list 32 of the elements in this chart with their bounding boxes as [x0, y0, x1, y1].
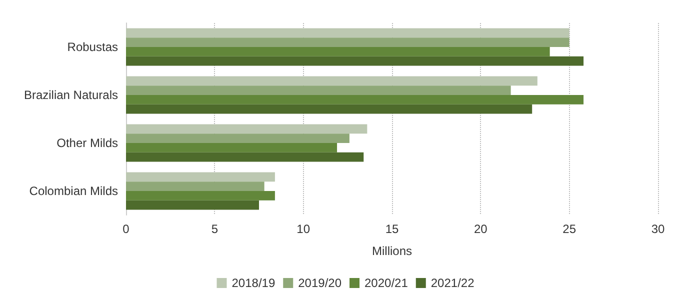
bar [126, 172, 275, 182]
x-tick-label: 0 [122, 222, 130, 236]
bar [126, 47, 550, 56]
legend-label: 2018/19 [232, 276, 276, 290]
bar [126, 56, 584, 66]
bar [126, 38, 570, 47]
bar [126, 182, 264, 191]
x-tick-label: 25 [562, 222, 576, 236]
bar [126, 200, 259, 210]
x-tick-label: 5 [211, 222, 218, 236]
y-tick-label: Robustas [67, 40, 118, 54]
bar [126, 191, 275, 200]
bar [126, 152, 364, 162]
x-tick-label: 30 [651, 222, 665, 236]
bar [126, 76, 538, 86]
x-tick-label: 10 [296, 222, 310, 236]
bar [126, 143, 338, 152]
legend-label: 2019/20 [298, 276, 342, 290]
legend-label: 2021/22 [430, 276, 475, 290]
bar [126, 86, 511, 95]
legend-label: 2020/21 [364, 276, 408, 290]
x-tick-label: 15 [385, 222, 399, 236]
x-tick-label: 20 [474, 222, 488, 236]
y-tick-label: Other Milds [56, 136, 118, 150]
x-axis-title: Millions [372, 244, 412, 258]
y-tick-label: Brazilian Naturals [24, 88, 118, 102]
bar [126, 124, 368, 134]
bar [126, 134, 350, 143]
bar [126, 104, 532, 114]
y-tick-label: Colombian Milds [29, 184, 118, 198]
bar [126, 95, 584, 104]
bar [126, 28, 570, 38]
